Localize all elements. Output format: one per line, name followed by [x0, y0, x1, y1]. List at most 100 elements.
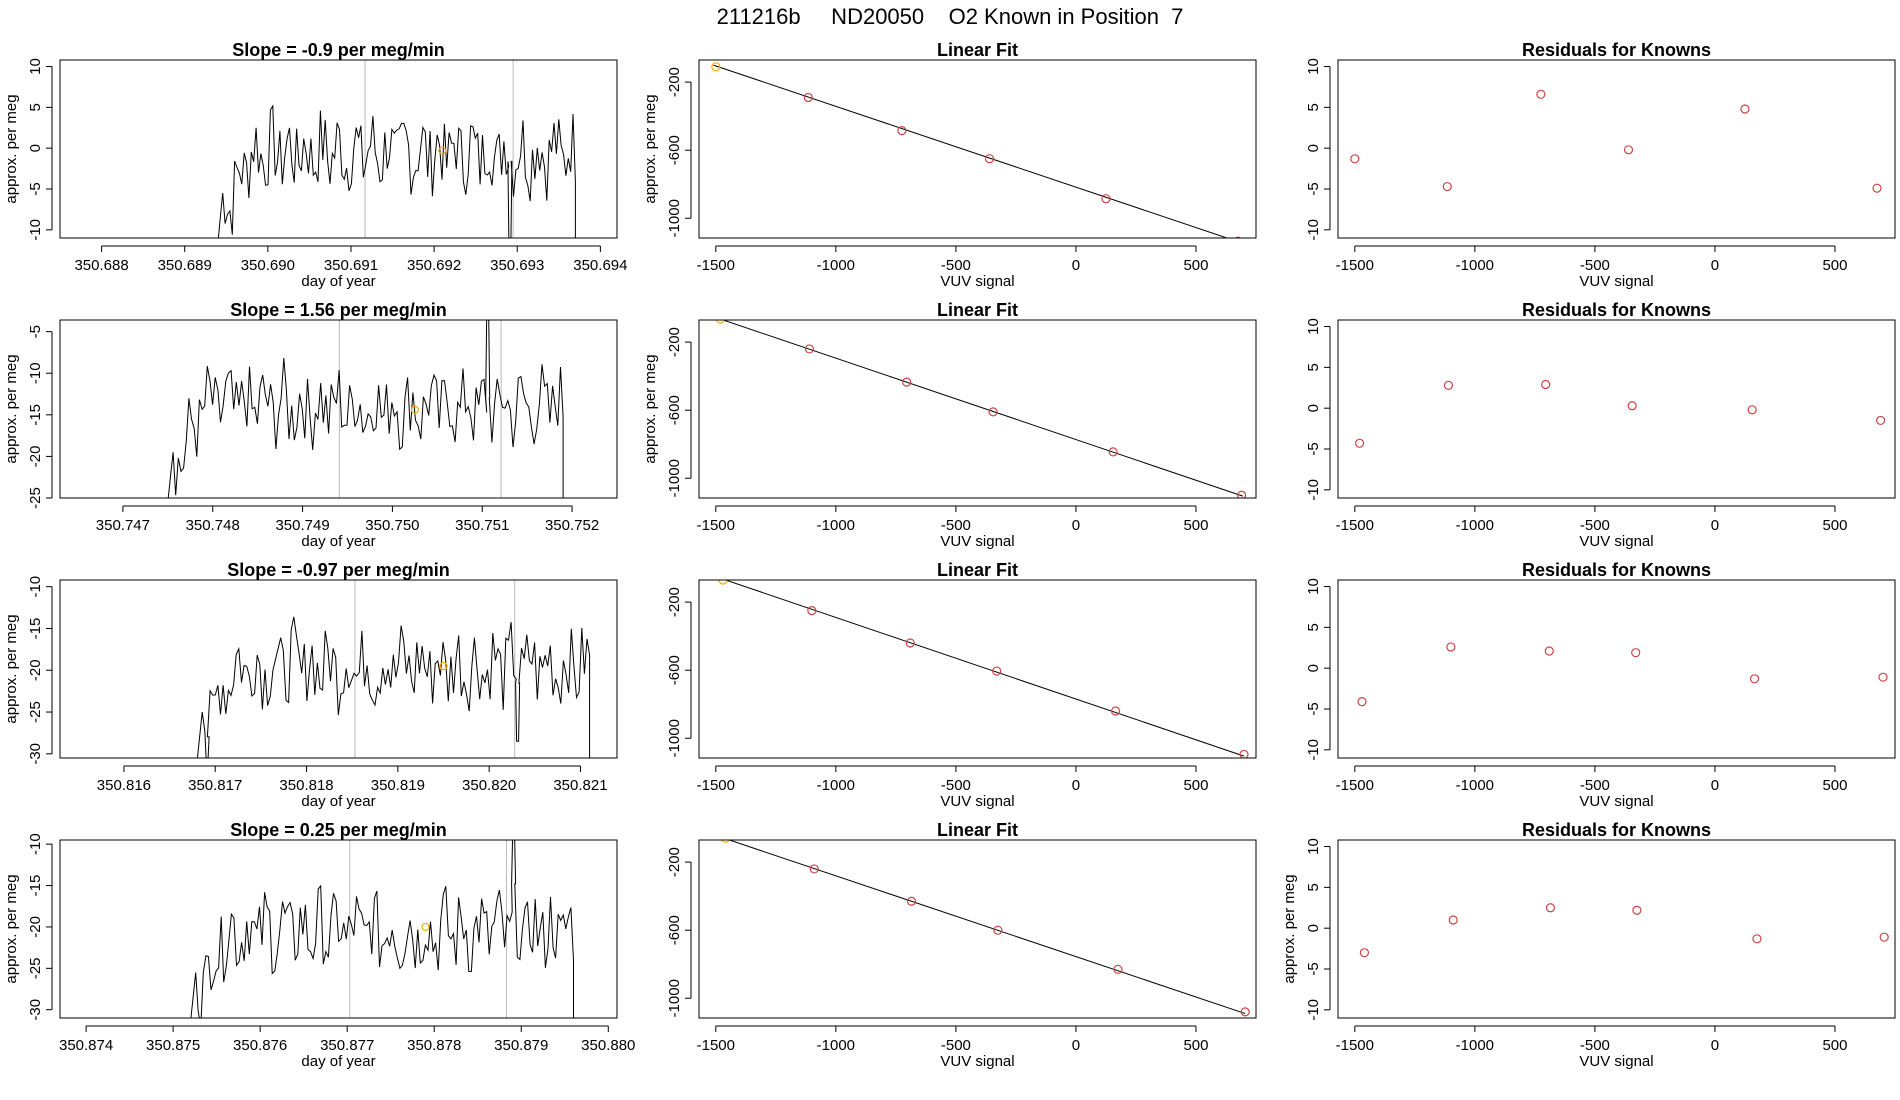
data-point	[988, 407, 998, 417]
y-tick-label: -10	[27, 576, 44, 598]
y-tick-label: -600	[666, 915, 683, 945]
x-tick-label: -1000	[817, 1037, 855, 1054]
panel-4-1: Slope = 0.25 per meg/min 350.874 350.875 35…	[3, 820, 635, 1070]
panel-title: Linear Fit	[937, 820, 1018, 840]
y-tick-label: -5	[1305, 702, 1322, 715]
x-tick-label: 350.821	[553, 777, 607, 794]
data-point	[1541, 379, 1551, 390]
x-tick-label: 500	[1822, 777, 1847, 794]
plot-area	[1357, 642, 1888, 707]
x-tick-label: 350.879	[494, 1037, 548, 1054]
panel-title: Slope = -0.97 per meg/min	[227, 560, 450, 580]
x-axis-label: VUV signal	[940, 1053, 1014, 1070]
data-point	[1239, 749, 1249, 758]
x-tick-label: 350.694	[573, 257, 627, 274]
data-point	[1359, 948, 1370, 958]
y-tick-label: 10	[1305, 578, 1322, 595]
plot-area	[1359, 903, 1889, 958]
panel-1-3: Residuals for Knowns -1500 -1000 -500 0 500 VU…	[1305, 40, 1896, 290]
x-tick-label: 350.875	[146, 1037, 200, 1054]
y-tick-label: -600	[666, 655, 683, 685]
x-axis-label: VUV signal	[940, 533, 1014, 550]
signal-trace	[167, 320, 564, 498]
y-tick-label: -20	[27, 446, 44, 468]
y-tick-label: -10	[1305, 999, 1322, 1021]
plot-frame	[698, 579, 1257, 759]
panel-title: Residuals for Knowns	[1522, 40, 1711, 60]
y-tick-label: -5	[27, 182, 44, 195]
x-tick-label: -1500	[697, 777, 735, 794]
fit-line	[724, 580, 1245, 757]
y-tick-label: -1000	[666, 719, 683, 757]
x-tick-label: 0	[1072, 1037, 1080, 1054]
fit-line	[721, 320, 1243, 497]
panel-4-3: Residuals for Knowns -1500 -1000 -500 0 500 VU…	[1281, 820, 1896, 1070]
data-point	[1749, 674, 1760, 684]
data-point	[1448, 915, 1458, 925]
y-tick-label: 0	[27, 144, 44, 152]
sample-marker	[438, 146, 447, 155]
data-point	[1872, 183, 1882, 193]
x-tick-label: 0	[1711, 517, 1719, 534]
x-tick-label: -1500	[697, 257, 735, 274]
sample-marker	[410, 405, 419, 414]
panel-title: Slope = 0.25 per meg/min	[230, 820, 447, 840]
x-tick-label: 350.749	[275, 517, 329, 534]
x-tick-label: 350.693	[490, 257, 544, 274]
y-axis-label: approx. per meg	[3, 614, 20, 723]
x-axis-label: VUV signal	[1579, 273, 1653, 290]
data-point	[1627, 401, 1637, 411]
data-point	[809, 864, 819, 874]
fit-line	[713, 64, 1229, 238]
y-tick-label: 0	[1305, 404, 1322, 412]
x-tick-label: 350.751	[455, 517, 509, 534]
x-axis-label: day of year	[301, 793, 375, 810]
y-tick-label: 10	[1305, 318, 1322, 335]
panel-title: Slope = 1.56 per meg/min	[230, 300, 447, 320]
plot-area	[1350, 89, 1882, 193]
x-axis-label: day of year	[301, 533, 375, 550]
x-tick-label: -1000	[1456, 777, 1494, 794]
x-tick-label: 350.820	[462, 777, 516, 794]
y-tick-label: -15	[27, 875, 44, 897]
plot-frame	[59, 319, 618, 499]
x-tick-label: 500	[1183, 257, 1208, 274]
y-tick-label: -25	[27, 701, 44, 723]
plot-area	[217, 60, 576, 238]
x-tick-label: 350.819	[371, 777, 425, 794]
data-point	[1355, 438, 1365, 448]
data-point	[1446, 642, 1456, 652]
x-tick-label: 0	[1072, 777, 1080, 794]
x-tick-label: 350.752	[545, 517, 599, 534]
data-point	[1357, 697, 1367, 707]
x-tick-label: -500	[1580, 517, 1610, 534]
panel-title: Residuals for Knowns	[1522, 820, 1711, 840]
plot-frame	[1337, 59, 1896, 239]
y-tick-label: 0	[1305, 144, 1322, 152]
data-point	[992, 666, 1002, 676]
sample-marker	[439, 661, 448, 671]
y-tick-label: -15	[27, 618, 44, 640]
panel-1-1: Slope = -0.9 per meg/min 350.688 350.689 35…	[3, 40, 627, 290]
data-point	[803, 92, 813, 103]
plot-frame	[1337, 839, 1896, 1019]
y-tick-label: -20	[27, 659, 44, 681]
y-tick-label: -1000	[666, 199, 683, 237]
panel-title: Residuals for Knowns	[1522, 300, 1711, 320]
x-tick-label: -500	[1580, 257, 1610, 274]
x-axis-label: day of year	[301, 273, 375, 290]
x-tick-label: -1000	[817, 257, 855, 274]
y-tick-label: -10	[1305, 219, 1322, 241]
x-tick-label: -1500	[1336, 517, 1374, 534]
x-tick-label: -500	[941, 257, 971, 274]
x-tick-label: -1500	[1336, 257, 1374, 274]
panel-3-2: Linear Fit -1500 -1000 -500 0 500 VUV signal -2…	[666, 560, 1257, 810]
x-tick-label: 350.747	[96, 517, 150, 534]
x-tick-label: 350.817	[188, 777, 242, 794]
x-tick-label: -1500	[697, 1037, 735, 1054]
y-tick-label: -25	[27, 957, 44, 979]
x-tick-label: 350.750	[365, 517, 419, 534]
y-tick-label: 5	[1305, 623, 1322, 631]
x-tick-label: -500	[941, 777, 971, 794]
